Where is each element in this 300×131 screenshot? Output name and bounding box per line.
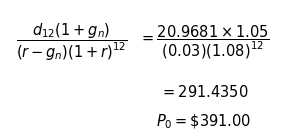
Text: $\dfrac{d_{12}(1+g_n)}{(r-g_n)(1+r)^{12}}$: $\dfrac{d_{12}(1+g_n)}{(r-g_n)(1+r)^{12}… <box>16 21 128 62</box>
Text: $= 291.4350$: $= 291.4350$ <box>160 84 248 100</box>
Text: $P_0 = \$391.00$: $P_0 = \$391.00$ <box>156 113 252 131</box>
Text: $=\dfrac{20.9681 \times 1.05}{(0.03)(1.08)^{12}}$: $=\dfrac{20.9681 \times 1.05}{(0.03)(1.0… <box>139 23 269 61</box>
